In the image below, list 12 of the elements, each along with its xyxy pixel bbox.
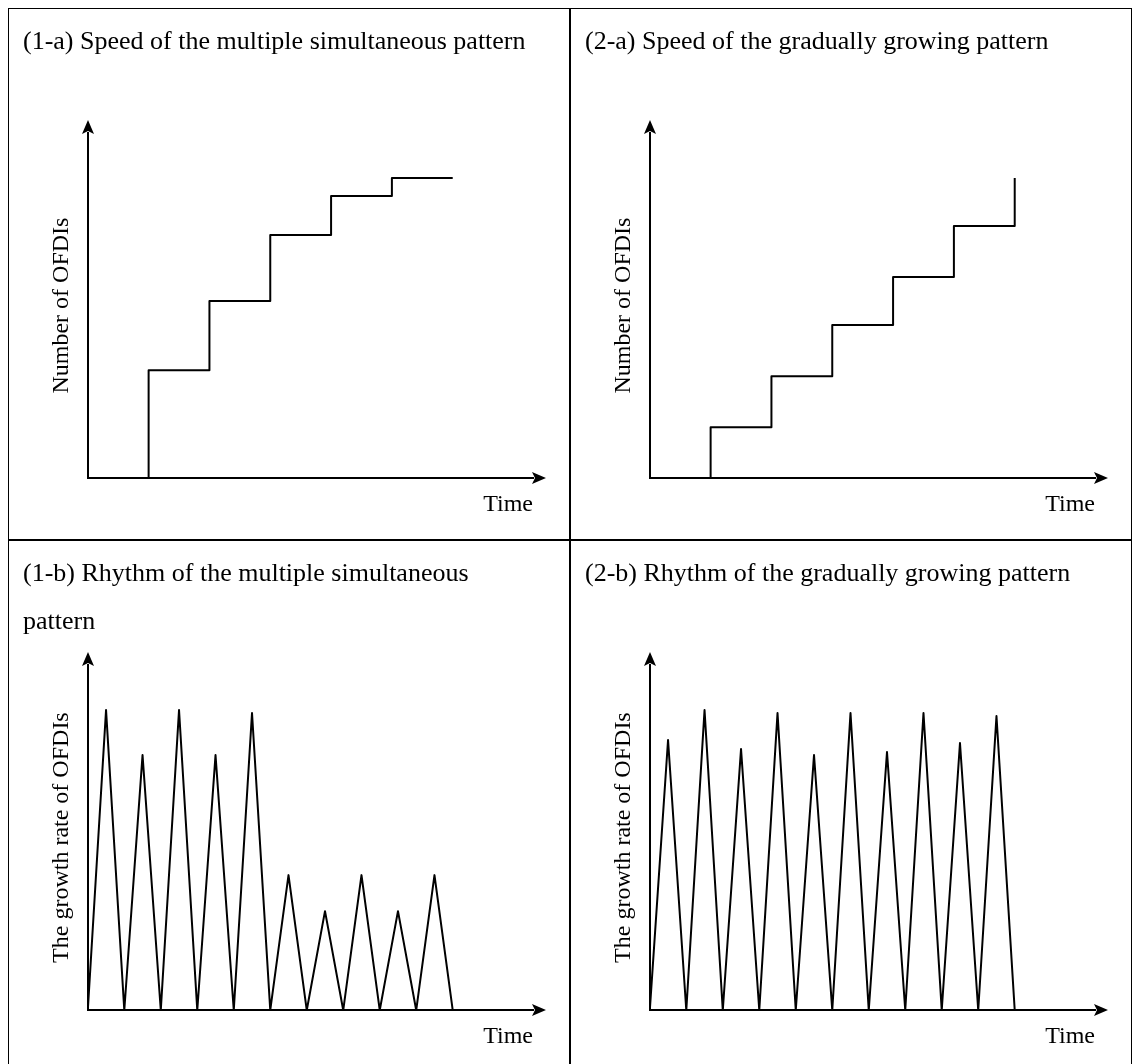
chart-title: (1-a) Speed of the multiple simultaneous pattern — [23, 25, 527, 57]
y-axis-title: Number of OFDIs — [46, 217, 73, 394]
x-axis-title: Time — [483, 1021, 533, 1048]
y-axis-title: The growth rate of OFDIs — [608, 712, 635, 963]
chart-title: (1-b) Rhythm of the multiple simultaneous pattern — [23, 557, 470, 637]
y-axis-title: Number of OFDIs — [608, 217, 635, 394]
x-axis-title: Time — [1045, 489, 1095, 516]
x-axis-title: Time — [483, 489, 533, 516]
y-axis-title: The growth rate of OFDIs — [46, 712, 73, 963]
chart-title: (2-a) Speed of the gradually growing pattern — [585, 25, 1050, 57]
x-axis-title: Time — [1045, 1021, 1095, 1048]
chart-title: (2-b) Rhythm of the gradually growing pattern — [585, 557, 1072, 589]
